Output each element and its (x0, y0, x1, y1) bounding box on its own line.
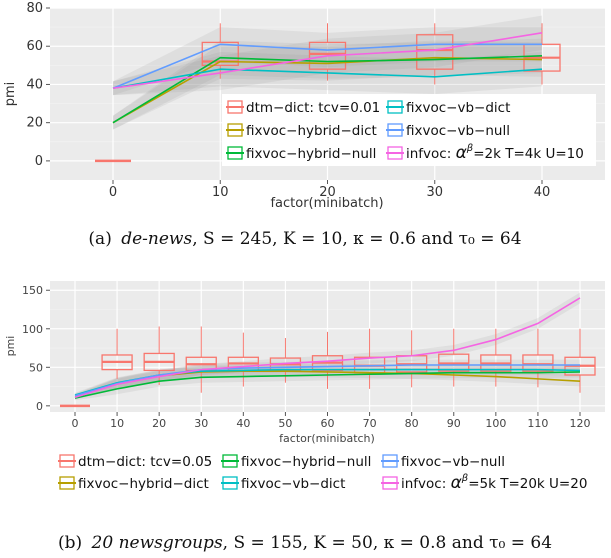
b-xtick-label: 50 (278, 417, 292, 430)
a-legend-label-3: fixvoc−vb−dict (406, 100, 510, 116)
b-xtick-label: 0 (72, 417, 79, 430)
b-ytick-label: 50 (29, 361, 43, 374)
b-xtick-label: 70 (363, 417, 377, 430)
a-legend-label-5: infvoc: αβ=2k T=4k U=10 (406, 143, 584, 163)
b-series-line-5 (74, 297, 581, 399)
b-xtick-label: 80 (405, 417, 419, 430)
a-box (416, 34, 454, 70)
chart-a-legend-box (222, 94, 596, 166)
chart-a-caption-label: (a) (88, 229, 111, 249)
b-xtick-label: 30 (194, 417, 208, 430)
a-xtick-label: 10 (212, 185, 229, 200)
b-xtick-label: 90 (447, 417, 461, 430)
chart-b-legend: dtm−dict: tcv=0.05 fixvoc−hybrid−dict fixv… (58, 454, 587, 493)
chart-a-xlabel: factor(minibatch) (270, 196, 383, 211)
a-series-line-3 (112, 68, 543, 90)
a-ytick-label: 0 (35, 154, 43, 169)
a-series-line-2 (112, 54, 543, 124)
b-legend-label-5: infvoc: αβ=5k T=20k U=20 (401, 473, 587, 493)
chart-a-legend: dtm−dict: tcv=0.01 fixvoc−hybrid−dict fixv… (222, 94, 596, 166)
b-series-line-4 (74, 364, 580, 397)
a-legend-label-2: fixvoc−hybrid−null (246, 146, 376, 162)
chart-b-ylabel: pmi (4, 336, 17, 357)
a-legend-label-0: dtm−dict: tcv=0.01 (246, 100, 380, 116)
a-legend-label-1: fixvoc−hybrid−dict (246, 123, 377, 139)
b-xtick-label: 40 (236, 417, 250, 430)
a-ribbon-1 (113, 40, 542, 130)
b-legend-label-4: fixvoc−vb−null (401, 454, 505, 470)
b-xtick-label: 20 (152, 417, 166, 430)
a-ytick-label: 60 (26, 39, 43, 54)
b-xtick-label: 60 (321, 417, 335, 430)
b-legend-label-0: dtm−dict: tcv=0.05 (78, 454, 212, 470)
chart-b-caption-rest: , S = 155, K = 50, κ = 0.8 and τ₀ = 64 (223, 533, 552, 553)
b-xtick-label: 110 (527, 417, 548, 430)
a-ytick-label: 20 (26, 116, 43, 131)
chart-a-caption-dataset: de-news (121, 229, 192, 249)
b-series-line-2 (74, 371, 581, 399)
chart-b-caption: (b) 20 newsgroups, S = 155, K = 50, κ = … (58, 533, 552, 553)
chart-b-xlabel: factor(minibatch) (279, 432, 375, 445)
a-ytick-label: 40 (26, 77, 43, 92)
b-ytick-label: 100 (22, 323, 43, 336)
b-legend-label-2: fixvoc−hybrid−null (241, 454, 371, 470)
a-xtick-label: 0 (109, 185, 117, 200)
chart-a-caption-rest: , S = 245, K = 10, κ = 0.6 and τ₀ = 64 (192, 229, 521, 249)
b-legend-label-3: fixvoc−vb−dict (241, 476, 345, 492)
b-legend-label-1: fixvoc−hybrid−dict (78, 476, 209, 492)
chart-b: 0 50 100 150 0 10 20 30 40 50 60 70 80 90 100 110 120 f… (4, 281, 605, 553)
chart-b-caption-dataset: 20 newsgroups (91, 533, 223, 553)
b-xtick-label: 120 (570, 417, 591, 430)
b-ytick-label: 150 (22, 284, 43, 297)
b-xtick-label: 100 (485, 417, 506, 430)
b-xtick-label: 10 (110, 417, 124, 430)
b-box (522, 354, 554, 372)
chart-a-ylabel: pmi (3, 82, 18, 107)
a-xtick-label: 20 (319, 185, 336, 200)
chart-a: 0 20 40 60 80 0 10 20 30 40 factor(minibatch) pm… (3, 1, 605, 249)
a-series-line-5 (112, 32, 543, 90)
a-xtick-label: 40 (534, 185, 551, 200)
a-box (201, 41, 239, 66)
a-box (308, 41, 347, 70)
chart-a-caption: (a) de-news, S = 245, K = 10, κ = 0.6 an… (88, 229, 521, 249)
a-xtick-label: 30 (426, 185, 443, 200)
a-ytick-label: 80 (26, 1, 43, 16)
chart-b-caption-label: (b) (58, 533, 82, 553)
a-legend-label-4: fixvoc−vb−null (406, 123, 510, 139)
b-ytick-label: 0 (36, 400, 43, 413)
